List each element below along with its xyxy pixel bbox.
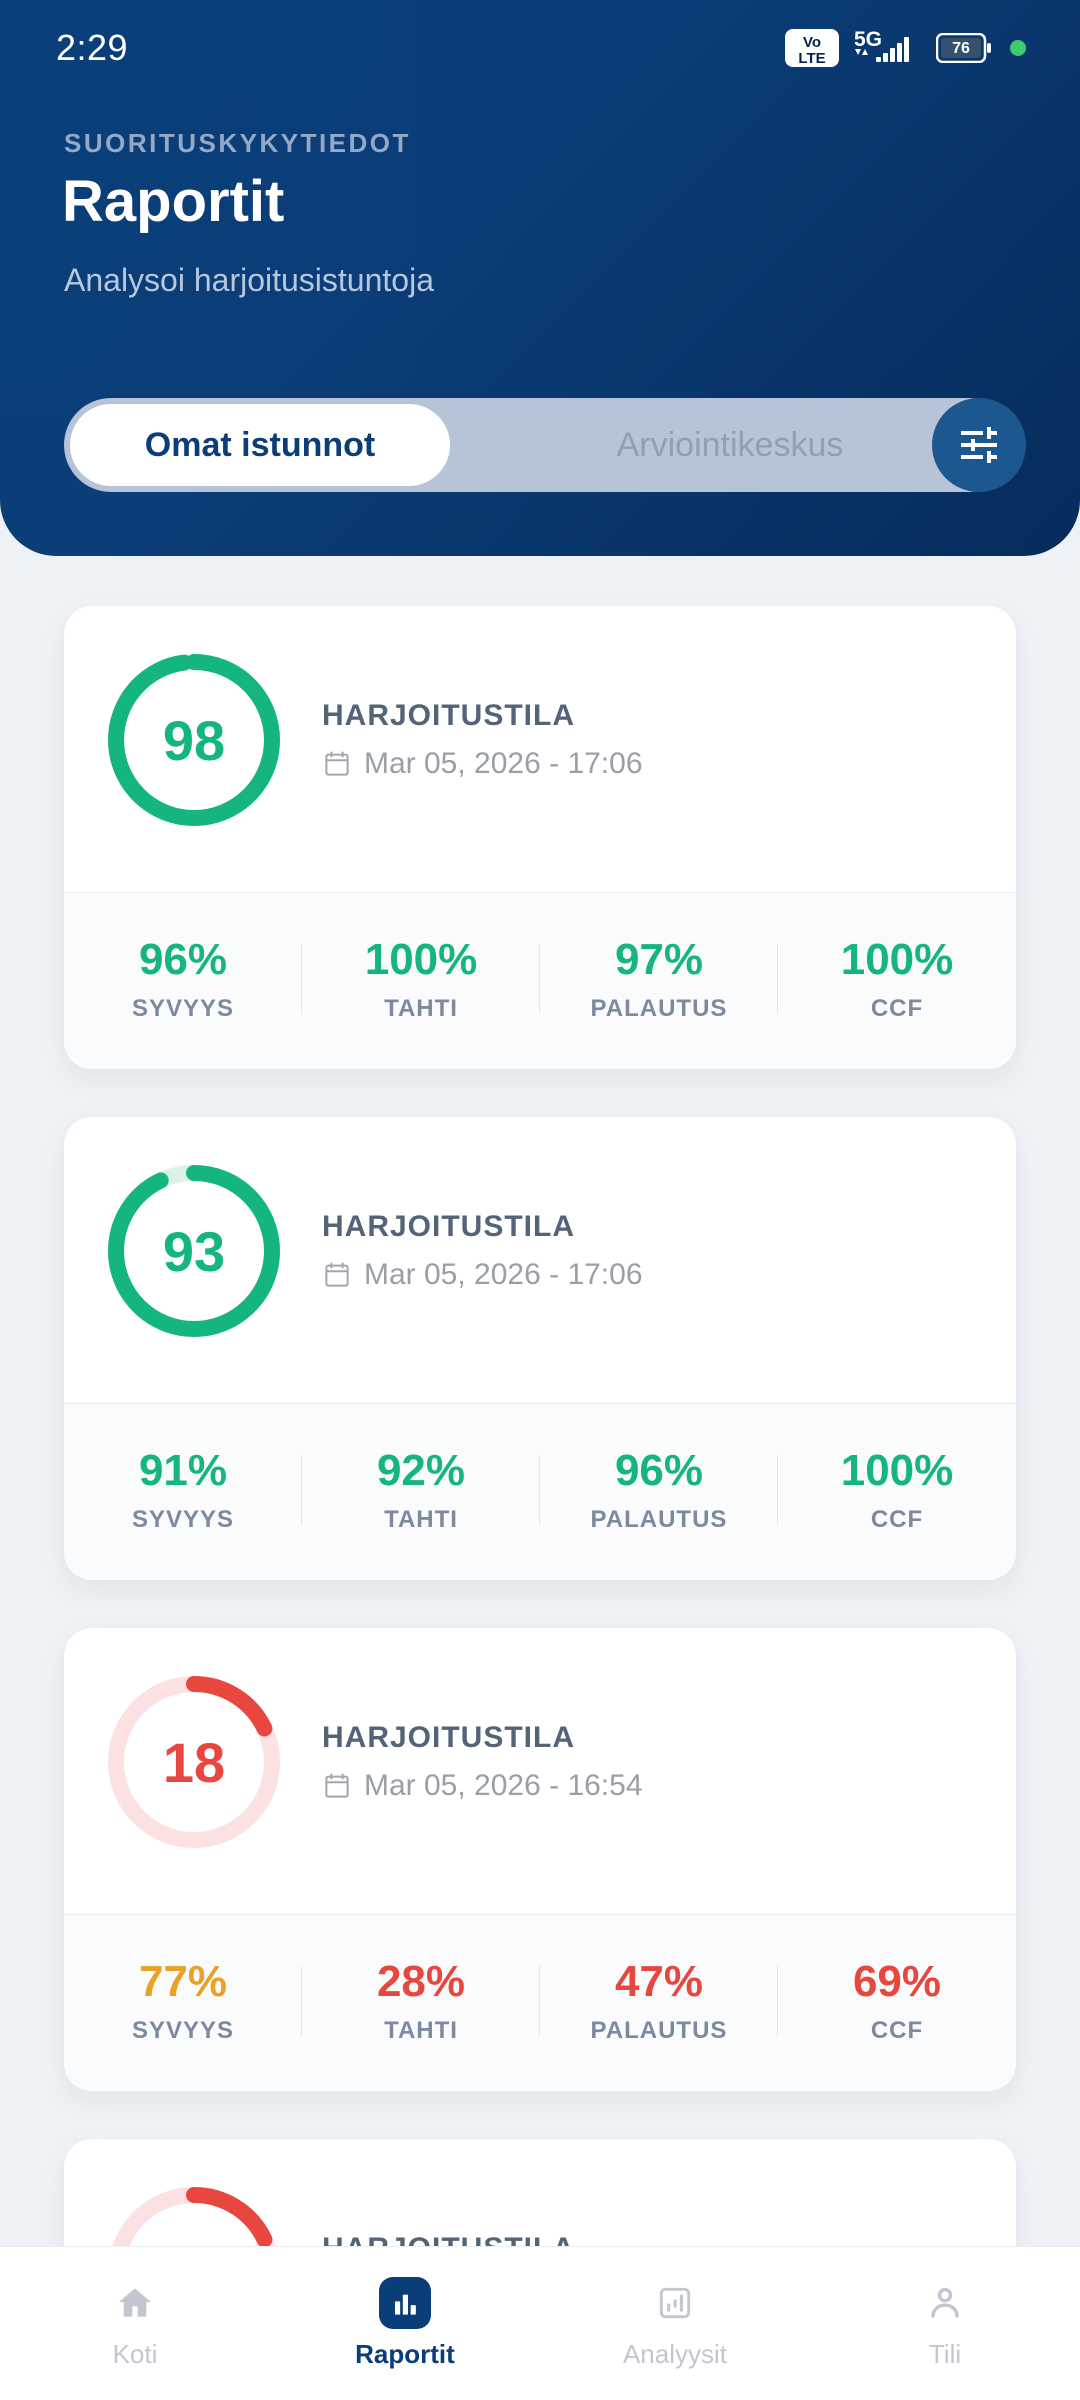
svg-text:LTE: LTE [798,50,825,67]
svg-text:76: 76 [952,40,970,57]
svg-text:Vo: Vo [803,34,821,51]
svg-text:5G: 5G [854,28,882,51]
